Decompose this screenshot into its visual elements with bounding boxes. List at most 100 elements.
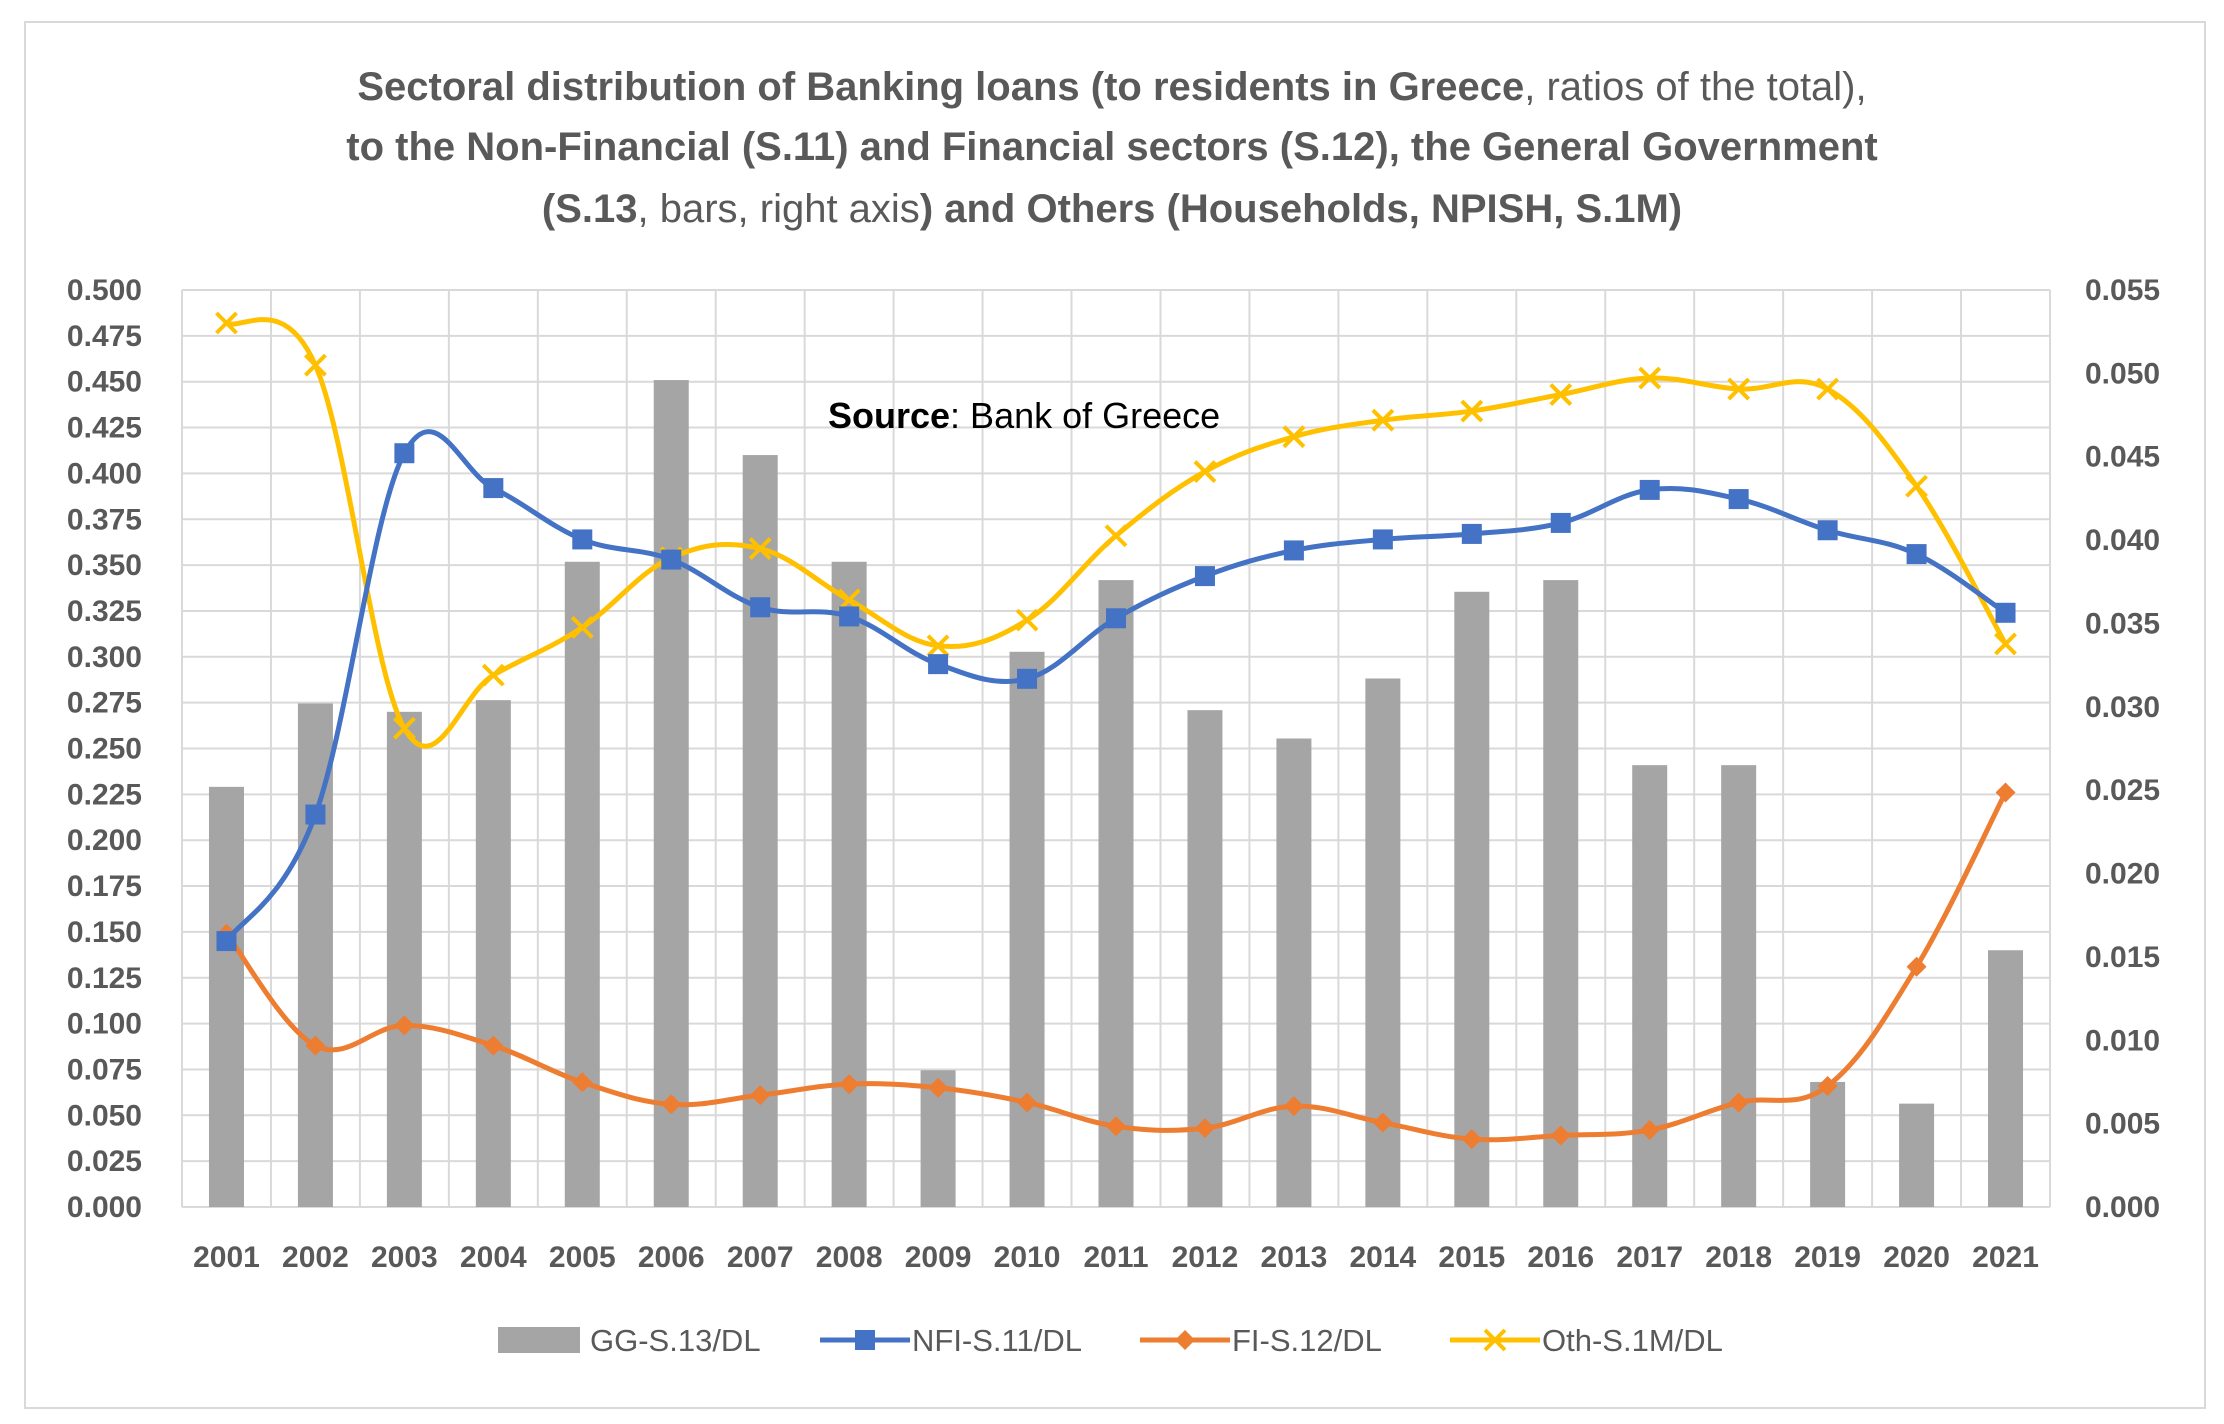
marker-nfi-s-11-dl-2013 <box>1283 540 1304 561</box>
legend-label-gg-s-13-dl: GG-S.13/DL <box>590 1323 761 1358</box>
bar-gg-s13-2018 <box>1721 765 1757 1207</box>
x-axis-tick-label: 2007 <box>727 1241 794 1274</box>
marker-nfi-s-11-dl-2007 <box>750 597 771 618</box>
marker-fi-s-12-dl-2019 <box>1817 1075 1838 1096</box>
bar-gg-s13-2019 <box>1810 1081 1846 1207</box>
bar-gg-s13-2001 <box>208 786 244 1207</box>
chart-title-segment: , bars, right axis <box>637 187 919 231</box>
marker-nfi-s-11-dl-2008 <box>839 606 860 627</box>
marker-oth-s-1m-dl-2021 <box>1994 632 2017 656</box>
line-oth-s-1m-dl <box>225 317 2008 749</box>
marker-fi-s-12-dl-2021 <box>1995 782 2016 803</box>
marker-nfi-s-11-dl-2014 <box>1372 529 1393 550</box>
source-annotation: Source: Bank of Greece <box>828 395 1220 436</box>
bar-gg-s13-2004 <box>475 700 511 1207</box>
x-axis-tick-label: 2009 <box>905 1241 972 1274</box>
x-axis-tick-label: 2012 <box>1172 1241 1239 1274</box>
left-axis-tick-label: 0.400 <box>67 457 142 490</box>
x-axis-tick-label: 2005 <box>549 1241 616 1274</box>
right-axis-tick-label: 0.030 <box>2085 691 2160 724</box>
marker-fi-s-12-dl-2011 <box>1106 1116 1126 1137</box>
right-axis-tick-label: 0.020 <box>2085 858 2160 891</box>
bar-gg-s13-2016 <box>1543 580 1579 1207</box>
legend-marker-oth-s-1m-dl <box>1483 1328 1507 1352</box>
chart-title-line-1: Sectoral distribution of Banking loans (… <box>357 65 1866 109</box>
bar-gg-s13-2021 <box>1988 950 2024 1207</box>
chart-title-segment: to the Non-Financial (S.11) and Financia… <box>346 125 1877 169</box>
marker-nfi-s-11-dl-2002 <box>305 804 326 825</box>
marker-nfi-s-11-dl-2016 <box>1550 512 1571 533</box>
bar-gg-s13-2008 <box>831 561 867 1207</box>
bar-series-gg-s13 <box>208 380 2024 1207</box>
right-axis-tick-label: 0.005 <box>2085 1108 2160 1141</box>
x-axis-tick-label: 2001 <box>193 1241 260 1274</box>
right-axis-tick-label: 0.000 <box>2085 1191 2160 1224</box>
x-axis-tick-label: 2006 <box>638 1241 705 1274</box>
left-axis-tick-label: 0.225 <box>67 778 142 811</box>
x-axis-tick-label: 2019 <box>1794 1241 1861 1274</box>
marker-nfi-s-11-dl-2009 <box>928 654 949 675</box>
left-axis-tick-label: 0.325 <box>67 595 142 628</box>
marker-fi-s-12-dl-2015 <box>1461 1129 1482 1150</box>
marker-fi-s-12-dl-2017 <box>1639 1119 1660 1140</box>
x-axis-tick-label: 2015 <box>1438 1241 1505 1274</box>
left-axis-tick-labels: 0.000 0.025 0.050 0.075 0.100 0.125 0.150 0.175… <box>67 274 142 1224</box>
legend-marker-fi-s-12-dl <box>1175 1330 1195 1350</box>
marker-nfi-s-11-dl-2020 <box>1906 544 1927 565</box>
x-axis-tick-label: 2017 <box>1616 1241 1683 1274</box>
source-label: Source <box>828 395 950 436</box>
right-axis-tick-label: 0.025 <box>2085 774 2160 807</box>
marker-oth-s-1m-dl-2003 <box>392 716 416 740</box>
bar-gg-s13-2002 <box>297 703 333 1207</box>
chart-title-segment: ) and Others (Households, NPISH, S.1M) <box>920 187 1682 231</box>
x-axis-tick-label: 2021 <box>1972 1241 2039 1274</box>
marker-oth-s-1m-dl-2011 <box>1104 524 1128 548</box>
marker-oth-s-1m-dl-2013 <box>1282 425 1306 449</box>
chart-title-segment: (S.13 <box>542 187 638 231</box>
marker-nfi-s-11-dl-2005 <box>572 529 593 550</box>
chart-title-segment: Sectoral distribution of Banking loans (… <box>357 65 1524 109</box>
legend-item-nfi-s-11-dl: NFI-S.11/DL <box>820 1323 1082 1358</box>
marker-nfi-s-11-dl-2004 <box>483 478 504 499</box>
bar-gg-s13-2010 <box>1009 651 1045 1207</box>
legend: GG-S.13/DL NFI-S.11/DL FI-S.12/DL Oth-S.1M/… <box>498 1323 1723 1358</box>
bar-gg-s13-2013 <box>1276 738 1312 1207</box>
x-axis-tick-label: 2004 <box>460 1241 527 1274</box>
bar-gg-s13-2017 <box>1632 765 1668 1207</box>
marker-fi-s-12-dl-2018 <box>1728 1092 1749 1113</box>
line-fi-s-12-dl <box>224 791 2008 1143</box>
bar-gg-s13-2011 <box>1098 580 1134 1207</box>
left-axis-tick-label: 0.300 <box>67 641 142 674</box>
line-nfi-s-11-dl <box>224 429 2007 943</box>
marker-fi-s-12-dl-2010 <box>1017 1092 1038 1113</box>
left-axis-tick-label: 0.150 <box>67 916 142 949</box>
x-axis-tick-label: 2016 <box>1527 1241 1594 1274</box>
bar-gg-s13-2015 <box>1454 591 1490 1207</box>
left-axis-tick-label: 0.375 <box>67 503 142 536</box>
marker-nfi-s-11-dl-2018 <box>1728 489 1749 510</box>
marker-fi-s-12-dl-2006 <box>661 1094 682 1115</box>
legend-item-fi-s-12-dl: FI-S.12/DL <box>1140 1323 1382 1358</box>
left-axis-tick-label: 0.275 <box>67 687 142 720</box>
marker-fi-s-12-dl-2008 <box>839 1074 860 1095</box>
chart-title: Sectoral distribution of Banking loans (… <box>346 65 1877 231</box>
bar-gg-s13-2020 <box>1899 1103 1935 1207</box>
left-axis-tick-label: 0.100 <box>67 1008 142 1041</box>
marker-oth-s-1m-dl-2012 <box>1193 460 1217 483</box>
bar-gg-s13-2005 <box>564 561 600 1207</box>
marker-oth-s-1m-dl-2007 <box>748 537 772 561</box>
right-axis-tick-label: 0.015 <box>2085 941 2160 974</box>
marker-oth-s-1m-dl-2018 <box>1727 377 1751 401</box>
left-axis-tick-label: 0.500 <box>67 274 142 307</box>
left-axis-tick-label: 0.075 <box>67 1053 142 1086</box>
marker-fi-s-12-dl-2009 <box>928 1077 949 1098</box>
marker-fi-s-12-dl-2002 <box>305 1035 326 1056</box>
marker-oth-s-1m-dl-2001 <box>215 311 238 335</box>
marker-fi-s-12-dl-2012 <box>1194 1118 1215 1139</box>
marker-nfi-s-11-dl-2003 <box>394 443 415 464</box>
line-series-oth-s-1m-dl <box>215 311 2017 749</box>
left-axis-tick-label: 0.125 <box>67 962 142 995</box>
x-axis-tick-label: 2010 <box>994 1241 1061 1274</box>
marker-fi-s-12-dl-2004 <box>483 1035 504 1056</box>
x-axis-tick-label: 2003 <box>371 1241 438 1274</box>
